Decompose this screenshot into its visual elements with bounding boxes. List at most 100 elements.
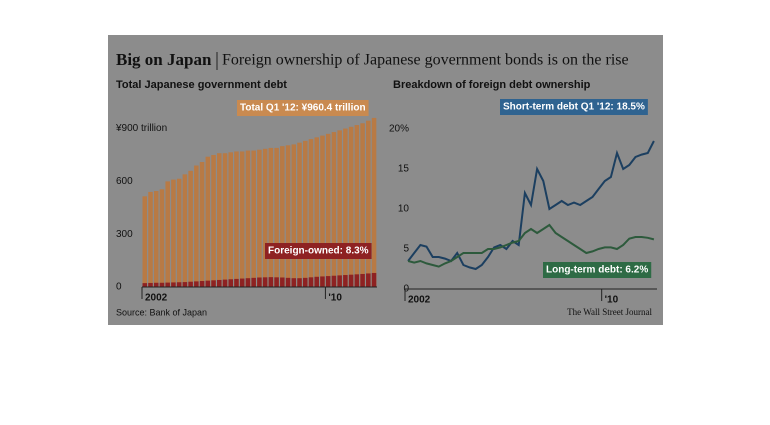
annotation-box xyxy=(543,262,652,278)
line xyxy=(407,140,655,271)
bar xyxy=(251,150,256,287)
annotation-box xyxy=(265,243,372,259)
bar xyxy=(222,279,228,287)
bar xyxy=(360,273,365,287)
bar xyxy=(217,153,222,287)
bar xyxy=(320,276,325,287)
bar xyxy=(199,281,205,287)
bar xyxy=(222,153,228,287)
bar xyxy=(280,277,285,287)
subtitle: Foreign ownership of Japanese government… xyxy=(222,52,629,69)
bar xyxy=(211,280,216,287)
bar xyxy=(366,273,371,287)
chart-title: Total Japanese government debt xyxy=(116,79,287,91)
bar xyxy=(285,277,291,287)
bar xyxy=(228,152,234,287)
bar xyxy=(176,282,182,287)
bar xyxy=(297,142,302,287)
bar xyxy=(320,135,325,287)
bar xyxy=(343,128,348,287)
bar xyxy=(188,170,193,287)
bar xyxy=(194,281,199,287)
bar xyxy=(360,123,365,287)
bar xyxy=(142,196,148,287)
bar xyxy=(205,156,211,287)
annotation: Total Q1 '12: ¥960.4 trillion xyxy=(240,103,366,114)
bar xyxy=(268,147,274,287)
y-tick-label: 10 xyxy=(398,204,410,215)
line xyxy=(407,223,655,268)
bar xyxy=(257,149,262,287)
annotation-box xyxy=(500,99,648,115)
bar xyxy=(159,189,165,287)
bar xyxy=(354,125,360,288)
bar xyxy=(354,274,360,287)
y-tick-label: 0 xyxy=(116,282,122,293)
bar xyxy=(165,282,170,287)
bar xyxy=(314,276,319,287)
bar xyxy=(302,140,308,287)
x-tick-label: 2002 xyxy=(408,295,431,306)
bar xyxy=(371,117,377,287)
chart-title: Breakdown of foreign debt ownership xyxy=(393,79,591,91)
source: Source: Bank of Japan xyxy=(116,307,207,317)
bar xyxy=(285,145,291,287)
bar xyxy=(371,272,377,287)
bar xyxy=(291,278,297,287)
bar xyxy=(325,276,331,287)
bar xyxy=(280,146,285,287)
bar xyxy=(234,151,239,287)
bar xyxy=(262,277,268,287)
bar xyxy=(188,281,193,287)
x-tick-label: '10 xyxy=(605,295,619,306)
bar xyxy=(171,179,176,287)
bar xyxy=(302,277,308,287)
bar xyxy=(262,148,268,287)
y-tick-label: ¥900 trillion xyxy=(115,123,167,134)
bar xyxy=(268,277,274,287)
bar xyxy=(199,162,205,287)
bar xyxy=(153,191,159,287)
bar xyxy=(234,278,239,287)
bar xyxy=(314,137,319,287)
x-tick-label: 2002 xyxy=(145,293,168,304)
bar xyxy=(148,191,153,287)
bar xyxy=(331,275,337,287)
bar xyxy=(251,277,256,287)
bar xyxy=(239,278,245,287)
bar xyxy=(165,181,170,287)
bar xyxy=(182,174,188,287)
y-tick-label: 15 xyxy=(398,164,410,175)
bar xyxy=(239,151,245,287)
bar xyxy=(194,165,199,287)
bar xyxy=(337,275,342,287)
bar xyxy=(337,130,342,287)
annotation: Short-term debt Q1 '12: 18.5% xyxy=(503,102,645,113)
y-tick-label: 20% xyxy=(389,124,409,135)
bar xyxy=(176,178,182,287)
bar xyxy=(245,150,251,287)
annotation: Long-term debt: 6.2% xyxy=(546,265,648,276)
bar xyxy=(182,282,188,287)
bar xyxy=(297,278,302,287)
bar xyxy=(211,154,216,287)
annotation-box xyxy=(237,100,369,116)
bar xyxy=(142,283,148,287)
bar xyxy=(257,277,262,287)
y-tick-label: 300 xyxy=(116,229,133,240)
bar xyxy=(245,278,251,287)
bar xyxy=(171,282,176,287)
bar xyxy=(217,279,222,287)
bar xyxy=(153,282,159,287)
bar xyxy=(274,147,279,287)
y-tick-label: 5 xyxy=(403,244,409,255)
x-tick-label: '10 xyxy=(328,293,342,304)
bar xyxy=(148,282,153,287)
bar xyxy=(366,120,371,287)
bar xyxy=(343,275,348,287)
bar xyxy=(308,139,314,287)
bar xyxy=(274,277,279,287)
bar xyxy=(348,274,354,287)
